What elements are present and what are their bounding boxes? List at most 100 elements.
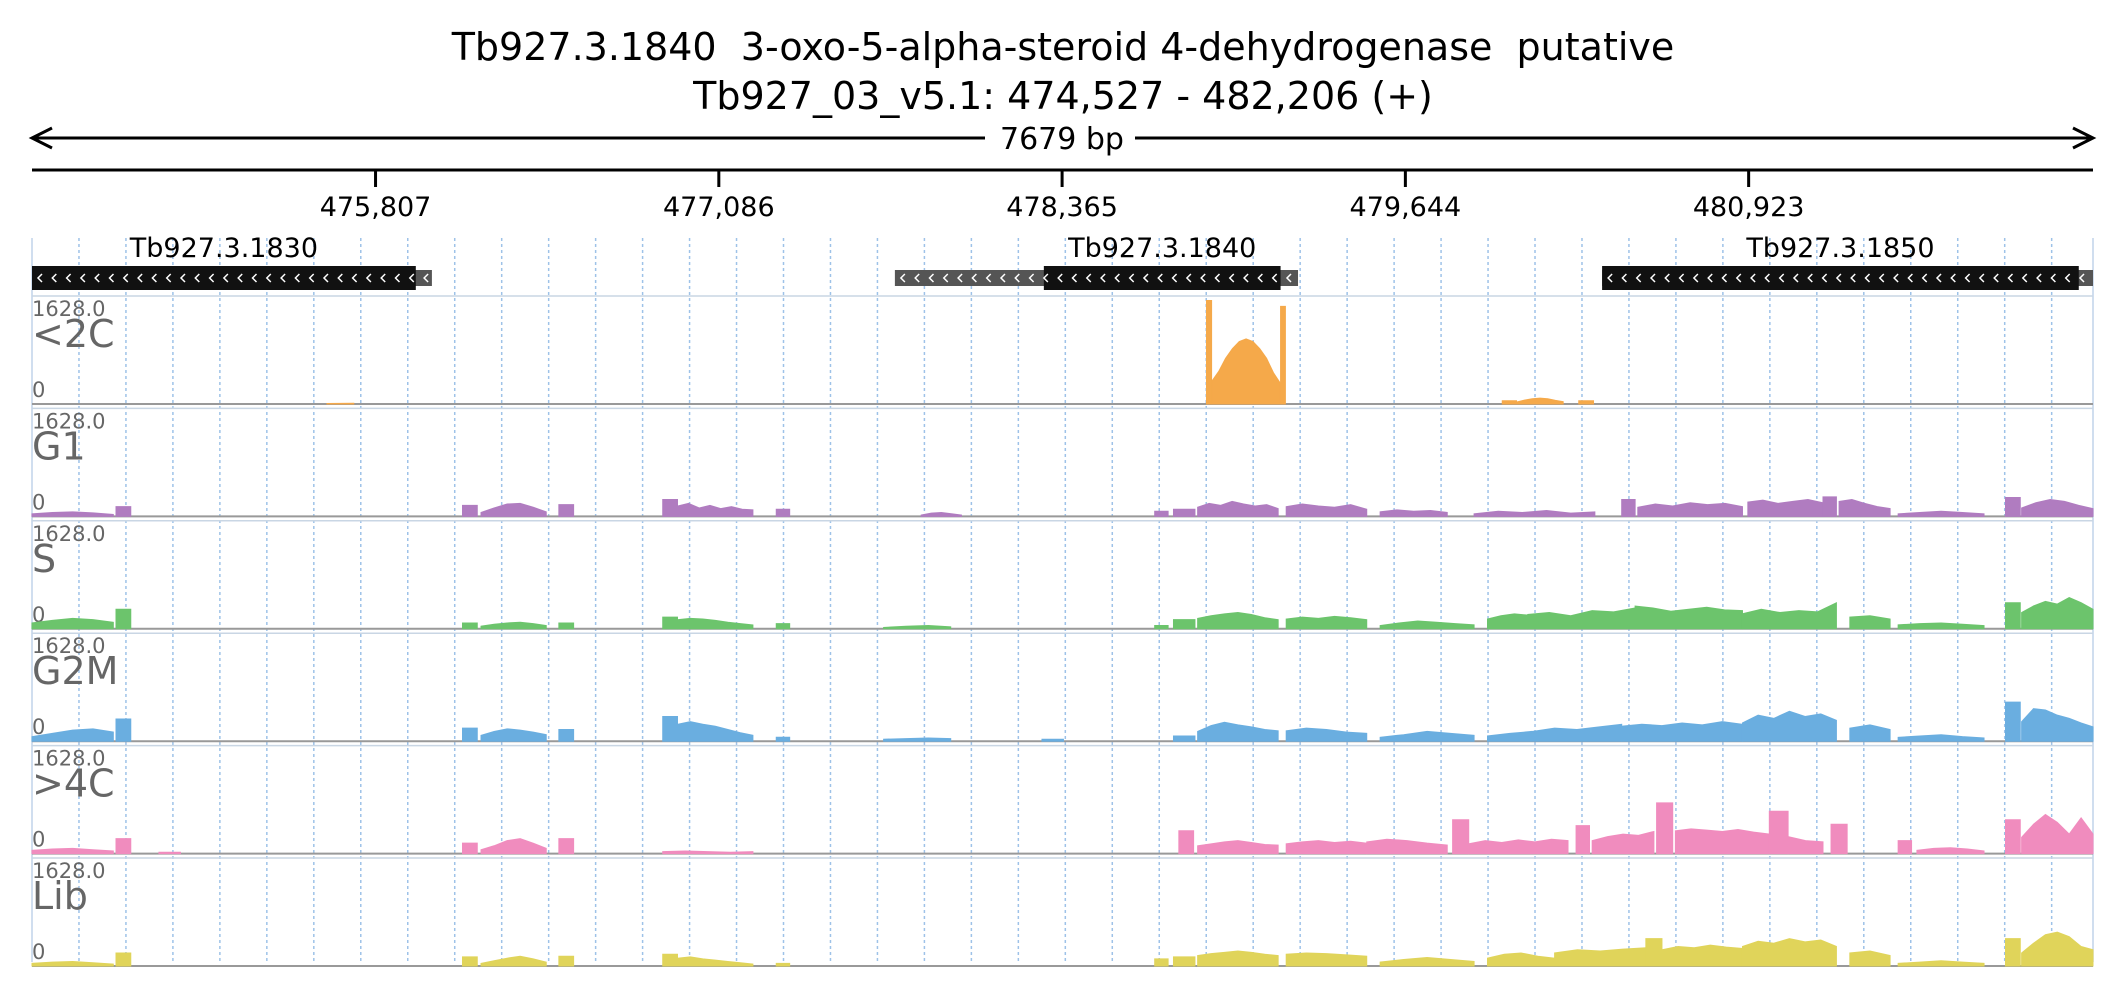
coverage-segment (31, 617, 114, 630)
coverage-segment (1379, 957, 1475, 967)
strand-arrow (1950, 273, 1956, 283)
span-arrowhead-left (28, 126, 53, 150)
coverage-segment (2021, 596, 2094, 630)
coverage-segment (558, 728, 575, 742)
gene-cds (1602, 266, 2079, 290)
track-max-label: 1628.0 (32, 409, 105, 433)
strand-arrow (322, 273, 329, 283)
strand-arrow (151, 273, 157, 283)
coverage-segment (1747, 498, 1824, 517)
coverage-segment (1468, 838, 1569, 855)
coverage-segment (1379, 730, 1475, 742)
coverage-segment (677, 721, 754, 742)
track-min-label: 0 (32, 715, 45, 739)
axis-tick-label: 478,365 (1006, 192, 1118, 223)
axis-tick-label: 480,923 (1693, 192, 1805, 223)
strand-arrow (1835, 273, 1842, 283)
coverage-segment (1897, 840, 1913, 855)
strand-arrow (1878, 273, 1885, 283)
coverage-segment (677, 956, 754, 967)
strand-arrows (36, 273, 429, 283)
strand-arrow (1964, 273, 1971, 283)
strand-arrow (1735, 273, 1742, 283)
coverage-segment (1205, 299, 1213, 405)
coverage-segment (1211, 338, 1281, 405)
strand-arrow (1821, 273, 1828, 283)
axis-tick-label: 475,807 (320, 192, 432, 223)
strand-arrow (1114, 273, 1120, 283)
strand-arrow (914, 273, 920, 283)
strand-arrow (1228, 273, 1235, 283)
strand-arrow (1978, 273, 1985, 283)
coverage-segment (31, 511, 114, 517)
coverage-segment (1501, 400, 1517, 405)
strand-arrow (2064, 273, 2071, 283)
coverage-segment (558, 622, 575, 630)
coverage-segment (1849, 724, 1891, 742)
coverage-segment (1787, 836, 1824, 855)
coverage-segment (1280, 305, 1286, 405)
coverage-segment (2021, 498, 2094, 517)
coverage-segment (662, 953, 678, 967)
strand-arrow (942, 273, 949, 283)
chart-subtitle: Tb927_03_v5.1: 474,527 - 482,206 (+) (693, 74, 1433, 118)
strand-arrow (1750, 273, 1756, 283)
strand-arrow (237, 273, 243, 283)
strand-arrows (1607, 273, 2085, 283)
coverage-segment (1285, 727, 1368, 742)
coverage-segment (480, 621, 547, 630)
coverage-segment (1822, 496, 1837, 517)
strand-arrow (1028, 273, 1035, 283)
strand-arrow (1893, 273, 1899, 283)
strand-arrow (957, 273, 963, 283)
strand-arrow (94, 273, 100, 283)
span-arrowhead-right (2072, 126, 2097, 150)
coverage-segment (1645, 938, 1663, 967)
track-S: 1628.0S 0 (31, 520, 2094, 630)
coverage-segment (662, 715, 678, 742)
track-label: >4C (32, 762, 115, 806)
strand-arrow (899, 273, 906, 283)
coverage-segment (1897, 510, 1985, 517)
track-max-label: 1628.0 (32, 859, 105, 883)
coverage-segment (1575, 825, 1590, 855)
coverage-segment (1741, 710, 1837, 742)
strand-arrow (79, 273, 86, 283)
strand-arrow (1707, 273, 1713, 283)
track-label: S (32, 537, 56, 581)
coverage-segment (1285, 952, 1368, 967)
coverage-segment (1634, 605, 1743, 630)
coverage-segment (1621, 498, 1636, 517)
coverage-segment (2005, 497, 2021, 517)
coverage-segment (1637, 502, 1743, 517)
coverage-segment (1487, 952, 1556, 967)
strand-arrow (1649, 273, 1656, 283)
coverage-segment (2021, 813, 2094, 855)
strand-arrow (1014, 273, 1020, 283)
coverage-segment (1197, 721, 1279, 742)
strand-arrow (280, 273, 286, 283)
strand-arrow (1200, 273, 1206, 283)
strand-arrow (108, 273, 115, 283)
strand-arrow (251, 273, 258, 283)
strand-arrow (1185, 273, 1192, 283)
gene-label: Tb927.3.1840 (1067, 233, 1256, 264)
gene-Tb927.3.1840: Tb927.3.1840 (894, 233, 1299, 290)
coverage-segment (1172, 735, 1196, 742)
coverage-segment (1154, 510, 1169, 517)
strand-arrow (2007, 273, 2014, 283)
coverage-segment (462, 727, 478, 742)
strand-arrow (408, 273, 415, 283)
coverage-segment (1849, 615, 1891, 630)
coverage-segment (1197, 950, 1279, 967)
coverage-segment (1172, 619, 1196, 630)
strand-arrow (2036, 273, 2042, 283)
track-label: G1 (32, 424, 86, 468)
strand-arrow (351, 273, 358, 283)
coverage-segment (662, 850, 754, 855)
coverage-segment (1768, 810, 1789, 855)
strand-arrow (2021, 273, 2028, 283)
strand-arrow (1935, 273, 1942, 283)
